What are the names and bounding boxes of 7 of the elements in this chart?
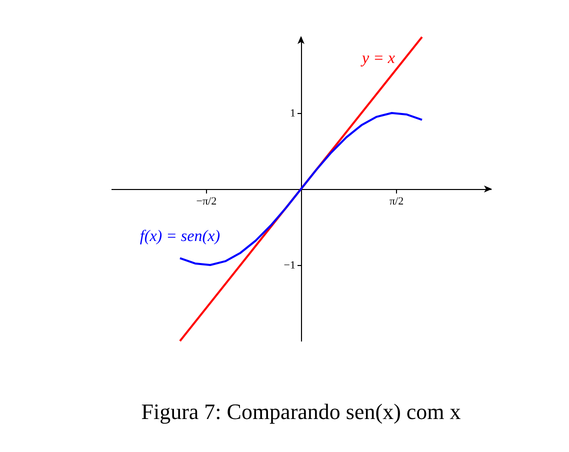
x-tick-label: −π/2 [196,196,217,208]
y-tick-label: −1 [284,260,296,272]
series-label: f(x) = sen(x) [140,228,220,246]
text: Figura 7: Comparando sen(x) com x [141,399,461,424]
x-tick-label: π/2 [389,196,404,208]
series-label: y = x [360,50,396,67]
y-tick-label: 1 [290,108,296,120]
